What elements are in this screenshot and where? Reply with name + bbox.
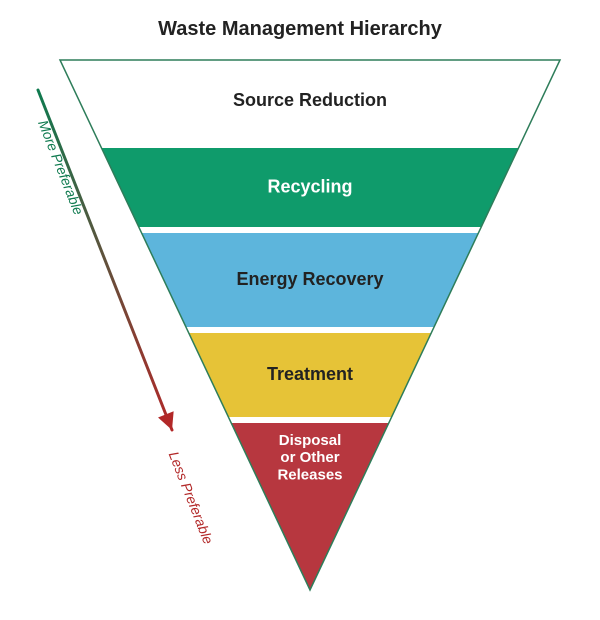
- more-preferable-label: More Preferable: [35, 118, 87, 217]
- diagram-stage: Waste Management Hierarchy Source Reduct…: [0, 0, 600, 620]
- hierarchy-triangle: Source Reduction Recycling Energy Recovery…: [0, 0, 600, 620]
- band-label-0: Source Reduction: [233, 90, 387, 110]
- less-preferable-label: Less Preferable: [166, 449, 217, 546]
- band-label-1: Recycling: [267, 176, 352, 196]
- band-label-3: Treatment: [267, 364, 353, 384]
- diagram-title: Waste Management Hierarchy: [0, 18, 600, 41]
- band-label-4: Disposalor OtherReleases: [277, 432, 342, 484]
- band-label-2: Energy Recovery: [236, 269, 383, 289]
